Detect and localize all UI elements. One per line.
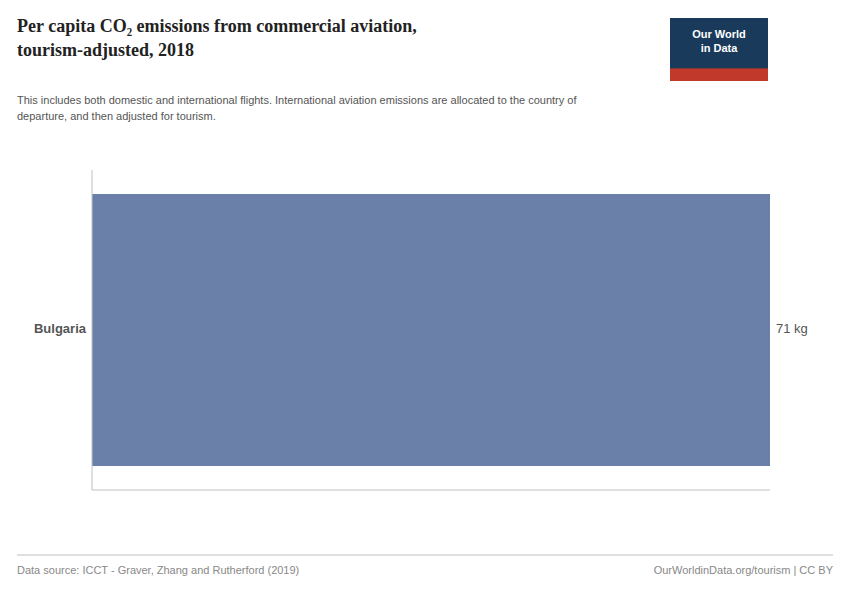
logo-box xyxy=(670,18,768,81)
x-axis-line xyxy=(92,490,770,491)
subtitle: This includes both domestic and internat… xyxy=(17,94,577,122)
logo-bar xyxy=(670,68,768,81)
background xyxy=(0,0,850,600)
bar xyxy=(92,194,770,466)
bars xyxy=(92,194,770,466)
logo: Our Worldin Data xyxy=(670,18,768,81)
logo-text: Our Worldin Data xyxy=(692,28,746,54)
url: OurWorldinData.org/tourism | CC BY xyxy=(654,564,834,576)
footer-line xyxy=(17,555,833,556)
data-label: 71 kg xyxy=(776,321,808,336)
chart: Our Worldin Data Per capita CO₂ emissions… xyxy=(0,0,850,600)
y-axis-line xyxy=(92,170,93,490)
data-source: Data source: ICCT - Graver, Zhang and Ru… xyxy=(17,564,299,576)
title: Per capita CO₂ emissions from commercial… xyxy=(17,16,417,60)
category-label: Bulgaria xyxy=(34,321,87,336)
